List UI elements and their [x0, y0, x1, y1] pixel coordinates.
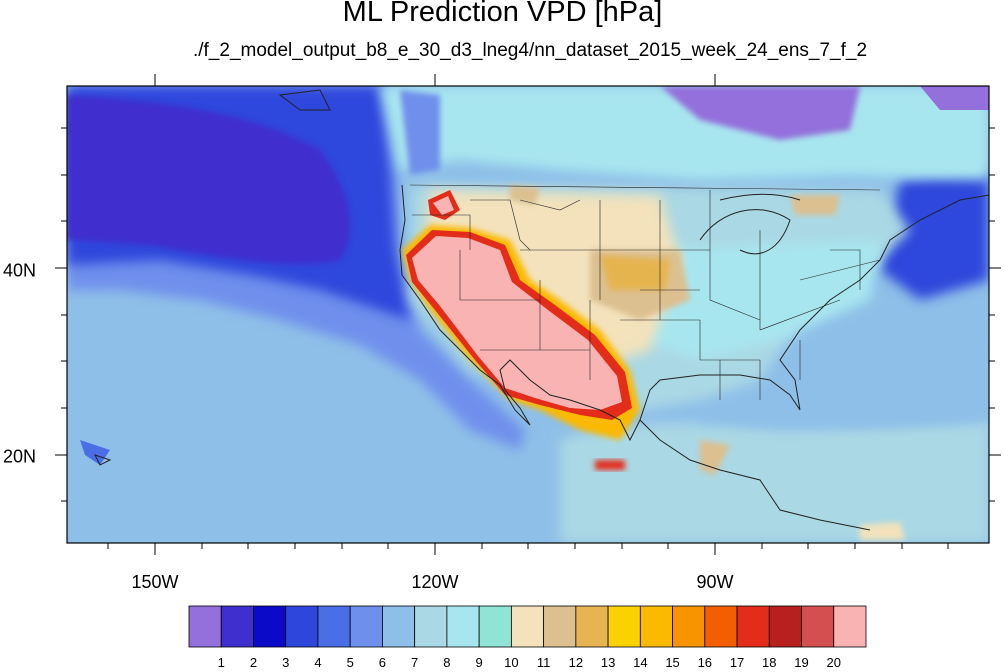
colorbar-label: 18 [762, 655, 777, 670]
y-tick-label-20n: 20N [3, 446, 37, 467]
colorbar-label: 17 [729, 655, 745, 670]
y-tick-label-40n: 40N [3, 260, 37, 281]
colorbar-swatch [414, 605, 448, 648]
colorbar-label: 12 [568, 655, 584, 670]
colorbar-swatch [607, 605, 641, 648]
x-tick-label-90w: 90W [696, 572, 734, 592]
colorbar-swatch [543, 605, 577, 648]
colorbar-label: 16 [697, 655, 713, 670]
colorbar-swatch [349, 605, 383, 648]
colorbar-swatch [510, 605, 545, 648]
colorbar-label: 15 [665, 655, 680, 670]
colorbar-swatch [253, 605, 287, 648]
colorbar-label: 19 [794, 655, 809, 670]
colorbar-label: 8 [443, 655, 451, 670]
map-subtitle: ./f_2_model_output_b8_e_30_d3_lneg4/nn_d… [192, 40, 868, 61]
colorbar-label: 1 [217, 655, 225, 670]
colorbar-label: 9 [475, 655, 483, 670]
colorbar-swatch [672, 605, 706, 648]
colorbar-swatch [801, 605, 835, 648]
colorbar-swatch [833, 605, 867, 648]
colorbar-swatch [285, 605, 319, 648]
colorbar-swatch [446, 605, 480, 648]
colorbar-swatch [317, 605, 351, 648]
colorbar-label: 14 [633, 655, 648, 670]
colorbar-swatch [478, 605, 512, 648]
colorbar-label: 4 [314, 655, 322, 670]
colorbar-swatch [704, 605, 738, 648]
map-title: ML Prediction VPD [hPa] [342, 0, 663, 28]
colorbar-swatch [639, 605, 673, 648]
colorbar-swatch [188, 605, 222, 648]
colorbar-label: 13 [600, 655, 616, 670]
colorbar-label: 10 [504, 655, 519, 670]
colorbar-label: 20 [826, 655, 841, 670]
colorbar-label: 2 [249, 655, 258, 670]
x-tick-label-150w: 150W [131, 572, 179, 592]
axis-ticks [55, 74, 1001, 555]
colorbar [188, 605, 867, 648]
vpd-field [67, 86, 989, 543]
colorbar-label: 5 [346, 655, 354, 670]
colorbar-swatch [382, 605, 416, 648]
colorbar-label: 3 [282, 655, 290, 670]
colorbar-swatch [768, 605, 802, 648]
colorbar-label: 7 [411, 655, 419, 670]
x-tick-label-120w: 120W [411, 572, 459, 592]
colorbar-swatch [575, 605, 609, 648]
colorbar-label: 6 [378, 655, 387, 670]
colorbar-swatch [736, 605, 770, 648]
colorbar-label: 11 [536, 655, 551, 670]
colorbar-swatch [220, 605, 254, 648]
